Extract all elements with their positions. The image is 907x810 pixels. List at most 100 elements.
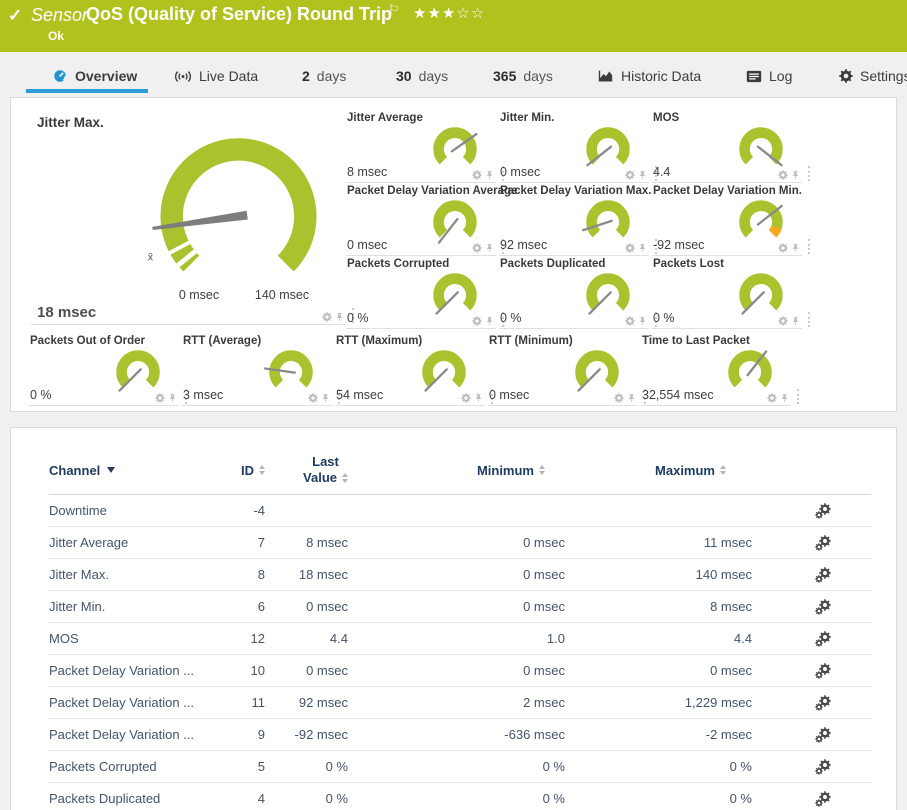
gauge-pin-icon[interactable]	[638, 170, 647, 180]
gauge-packets-out-of-order[interactable]: Packets Out of Order 0 %	[29, 335, 187, 406]
gauge-jitter-average[interactable]: Jitter Average 8 msec	[346, 112, 504, 183]
header-last-value[interactable]: Last Value	[265, 454, 348, 486]
gauge-pin-icon[interactable]	[791, 243, 800, 253]
gauge-jitter-min[interactable]: Jitter Min. 0 msec	[499, 112, 657, 183]
gauge-packets-corrupted[interactable]: Packets Corrupted 0 %	[346, 258, 504, 329]
gauge-pdv-min[interactable]: Packet Delay Variation Min. -92 msec	[652, 185, 810, 256]
gauge-gear-icon[interactable]	[322, 312, 332, 322]
tab-log[interactable]: Log	[746, 68, 792, 84]
gauge-gear-icon[interactable]	[472, 316, 482, 326]
channel-name[interactable]: Packet Delay Variation ...	[49, 727, 194, 742]
gauge-pin-icon[interactable]	[638, 316, 647, 326]
object-kind-label: Sensor	[31, 5, 89, 25]
gauge-rtt-average[interactable]: RTT (Average) 3 msec	[182, 335, 340, 406]
channel-settings-icon[interactable]	[815, 535, 831, 551]
gauge-gear-icon[interactable]	[767, 393, 777, 403]
gauge-pin-icon[interactable]	[627, 393, 636, 403]
gauge-rtt-maximum[interactable]: RTT (Maximum) 54 msec	[335, 335, 493, 406]
priority-flag-icon[interactable]: ⚐	[388, 2, 400, 17]
tab-settings[interactable]: Settings	[839, 68, 907, 84]
active-tab-underline	[26, 89, 148, 93]
gauge-packets-duplicated[interactable]: Packets Duplicated 0 %	[499, 258, 657, 329]
gauge-gear-icon[interactable]	[625, 243, 635, 253]
channel-name[interactable]: Downtime	[49, 503, 107, 518]
channel-settings-icon[interactable]	[815, 759, 831, 775]
gauge-pdv-max[interactable]: Packet Delay Variation Max. 92 msec	[499, 185, 657, 256]
tab-historic-data[interactable]: Historic Data	[597, 68, 701, 84]
gauge-pin-icon[interactable]	[474, 393, 483, 403]
channel-id: 7	[257, 535, 265, 550]
channel-settings-icon[interactable]	[815, 503, 831, 519]
gauge-pin-icon[interactable]	[485, 170, 494, 180]
priority-stars[interactable]: ★★★☆☆	[413, 5, 486, 22]
gauge-pin-icon[interactable]	[335, 312, 344, 322]
gauge-pin-icon[interactable]	[485, 316, 494, 326]
gauge-gear-icon[interactable]	[778, 243, 788, 253]
gauge-packets-lost[interactable]: Packets Lost 0 %	[652, 258, 810, 329]
gear-icon	[839, 69, 853, 83]
gauge-pdv-average[interactable]: Packet Delay Variation Average 0 msec	[346, 185, 517, 256]
channel-name[interactable]: Jitter Max.	[49, 567, 109, 582]
gauge-mos[interactable]: MOS 4.4	[652, 112, 810, 183]
gauge-gear-icon[interactable]	[472, 170, 482, 180]
channel-minimum: -636 msec	[504, 727, 565, 742]
channel-name[interactable]: Packets Duplicated	[49, 791, 161, 806]
tab-label: Live Data	[199, 68, 259, 84]
tab-365-days[interactable]: 365 days	[493, 68, 553, 84]
gauge-gear-icon[interactable]	[625, 170, 635, 180]
channel-settings-icon[interactable]	[815, 599, 831, 615]
tab-number: 2	[302, 68, 310, 84]
gauge-gear-icon[interactable]	[461, 393, 471, 403]
channel-name[interactable]: Jitter Min.	[49, 599, 106, 614]
channel-settings-icon[interactable]	[815, 567, 831, 583]
channel-maximum: 0 msec	[710, 663, 752, 678]
sort-icon	[539, 465, 545, 475]
gauge-jitter-max[interactable]: Jitter Max. x̄ 0 msec 140 msec 18 msec	[31, 111, 354, 325]
header-minimum[interactable]: Minimum	[348, 463, 565, 478]
channel-settings-icon[interactable]	[815, 631, 831, 647]
tab-2-days[interactable]: 2 days	[302, 68, 346, 84]
gauge-dial	[433, 200, 477, 244]
header-maximum[interactable]: Maximum	[565, 463, 752, 478]
gauge-label: Packets Out of Order	[30, 335, 146, 347]
gauge-gear-icon[interactable]	[614, 393, 624, 403]
tab-live-data[interactable]: Live Data	[174, 68, 258, 84]
gauge-dial	[728, 350, 772, 388]
table-row: Downtime -4	[49, 495, 871, 527]
channel-settings-icon[interactable]	[815, 663, 831, 679]
gauge-gear-icon[interactable]	[778, 170, 788, 180]
channel-name[interactable]: Jitter Average	[49, 535, 129, 550]
gauge-pin-icon[interactable]	[638, 243, 647, 253]
header-channel[interactable]: Channel	[49, 463, 209, 478]
gauge-pin-icon[interactable]	[780, 393, 789, 403]
gauge-gear-icon[interactable]	[472, 243, 482, 253]
gauge-value: 0 %	[500, 311, 522, 325]
gauge-pin-icon[interactable]	[485, 243, 494, 253]
channel-name[interactable]: Packets Corrupted	[49, 759, 157, 774]
gauge-rtt-minimum[interactable]: RTT (Minimum) 0 msec	[488, 335, 646, 406]
gauge-gear-icon[interactable]	[308, 393, 318, 403]
tab-label: Settings	[860, 68, 907, 84]
gauge-label: RTT (Minimum)	[489, 335, 573, 347]
channel-settings-icon[interactable]	[815, 791, 831, 807]
live-data-icon	[175, 70, 191, 82]
gauge-gear-icon[interactable]	[778, 316, 788, 326]
header-id[interactable]: ID	[209, 463, 265, 478]
gauge-pin-icon[interactable]	[791, 316, 800, 326]
channel-settings-icon[interactable]	[815, 695, 831, 711]
gauge-pin-icon[interactable]	[168, 393, 177, 403]
gauge-time-to-last-packet[interactable]: Time to Last Packet 32,554 msec	[641, 335, 799, 406]
channel-name[interactable]: Packet Delay Variation ...	[49, 663, 194, 678]
tab-overview[interactable]: Overview	[52, 68, 137, 84]
gauge-value: 0 %	[653, 311, 675, 325]
gauge-gear-icon[interactable]	[625, 316, 635, 326]
channel-settings-icon[interactable]	[815, 727, 831, 743]
channel-name[interactable]: Packet Delay Variation ...	[49, 695, 194, 710]
gauge-pin-icon[interactable]	[321, 393, 330, 403]
gauge-label: Jitter Average	[347, 112, 423, 124]
channel-name[interactable]: MOS	[49, 631, 79, 646]
gauge-pin-icon[interactable]	[791, 170, 800, 180]
gauge-gear-icon[interactable]	[155, 393, 165, 403]
tab-30-days[interactable]: 30 days	[396, 68, 448, 84]
gauge-dial	[433, 273, 477, 315]
